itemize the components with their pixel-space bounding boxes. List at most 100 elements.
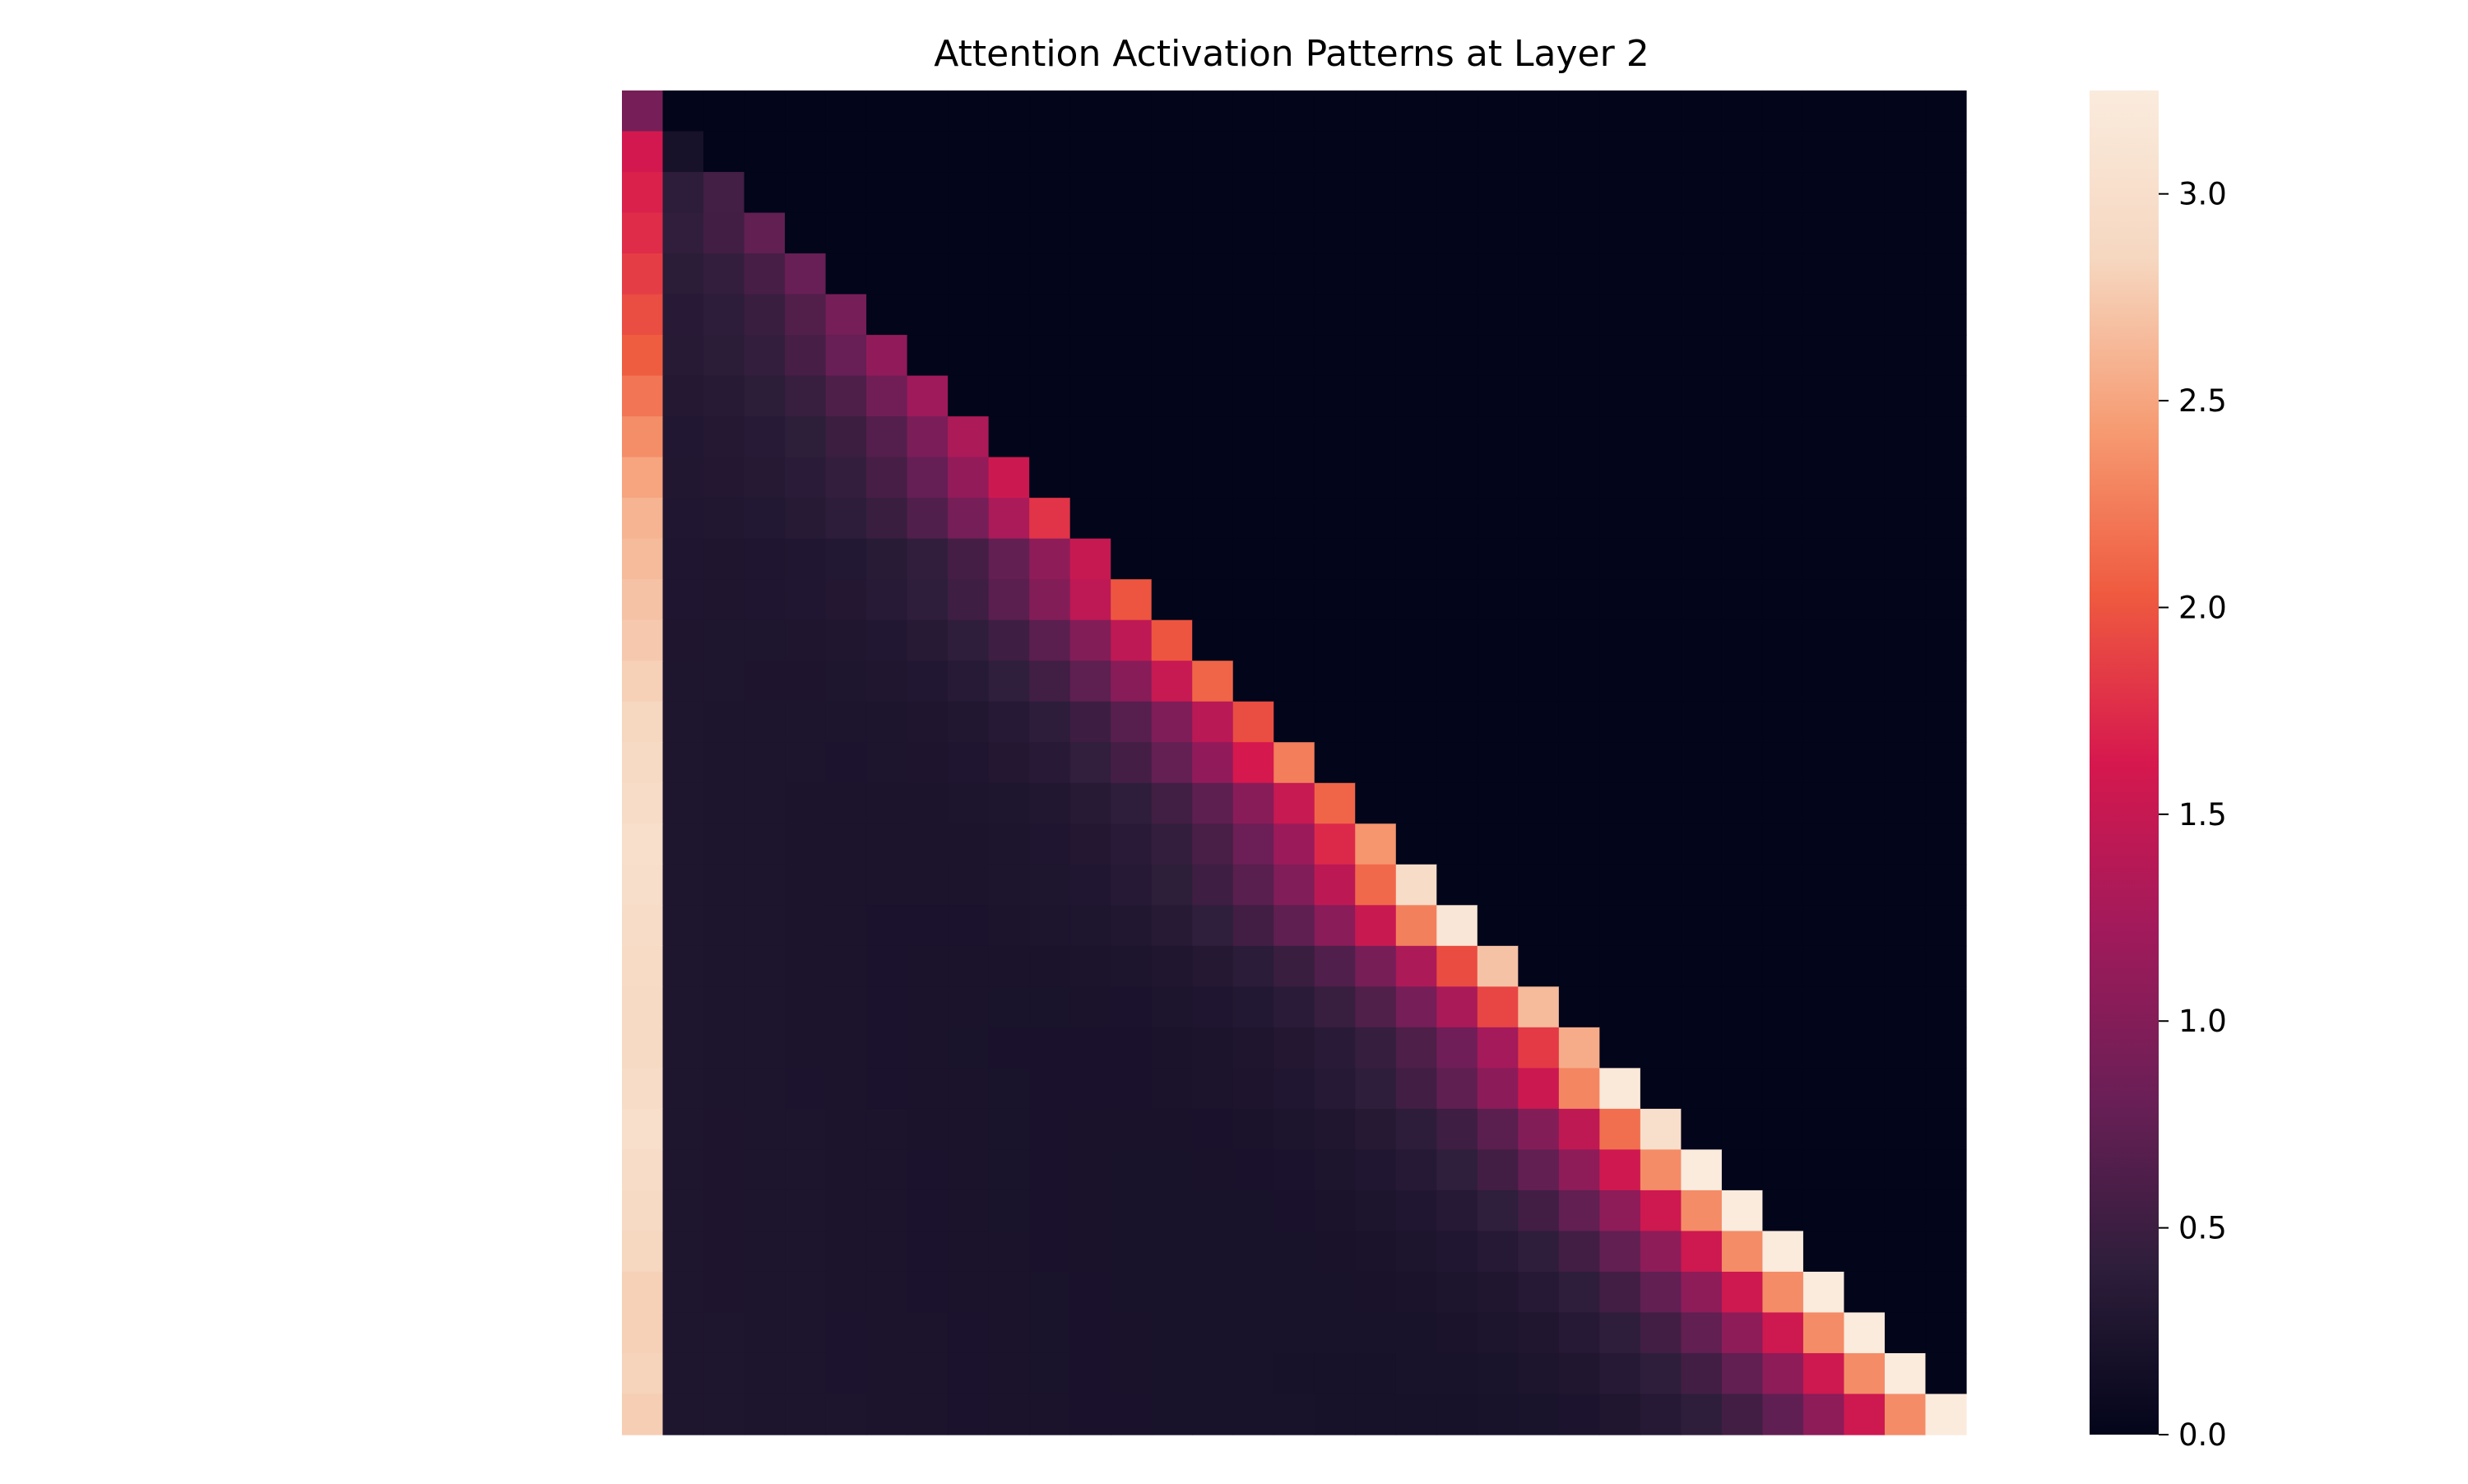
heatmap-cell bbox=[1273, 1149, 1315, 1191]
heatmap-cell bbox=[622, 823, 664, 865]
heatmap-cell bbox=[1558, 375, 1600, 417]
heatmap-cell bbox=[1802, 90, 1845, 132]
heatmap-cell bbox=[948, 416, 990, 458]
heatmap-cell bbox=[1518, 1231, 1560, 1273]
heatmap-cell bbox=[1762, 1312, 1804, 1354]
heatmap-cell bbox=[1599, 579, 1641, 621]
heatmap-cell bbox=[744, 1190, 786, 1232]
heatmap-cell bbox=[1029, 172, 1071, 214]
heatmap-cell bbox=[1762, 701, 1804, 743]
heatmap-cell bbox=[1762, 253, 1804, 295]
heatmap-cell bbox=[1273, 1352, 1315, 1395]
heatmap-cell bbox=[1151, 619, 1193, 661]
heatmap-cell bbox=[1884, 905, 1927, 947]
heatmap-cell bbox=[1558, 1352, 1600, 1395]
heatmap-cell bbox=[1355, 1271, 1397, 1314]
heatmap-cell bbox=[1273, 131, 1315, 173]
heatmap-cell bbox=[744, 1231, 786, 1273]
heatmap-cell bbox=[988, 498, 1030, 540]
heatmap-cell bbox=[1518, 90, 1560, 132]
heatmap-cell bbox=[948, 823, 990, 865]
heatmap-cell bbox=[1802, 457, 1845, 499]
heatmap-cell bbox=[1844, 1068, 1886, 1110]
heatmap-cell bbox=[662, 986, 704, 1028]
heatmap-cell bbox=[1395, 1231, 1437, 1273]
heatmap-cell bbox=[744, 1352, 786, 1395]
heatmap-cell bbox=[1884, 782, 1927, 824]
heatmap-cell bbox=[825, 1068, 867, 1110]
heatmap-cell bbox=[1844, 172, 1886, 214]
heatmap-cell bbox=[948, 335, 990, 377]
heatmap-cell bbox=[1925, 335, 1967, 377]
heatmap-cell bbox=[1640, 1352, 1682, 1395]
heatmap-cell bbox=[1355, 253, 1397, 295]
heatmap-cell bbox=[1640, 1231, 1682, 1273]
heatmap-cell bbox=[1518, 131, 1560, 173]
heatmap-cell bbox=[1681, 701, 1723, 743]
heatmap-cell bbox=[1762, 661, 1804, 703]
heatmap-cell bbox=[1558, 864, 1600, 906]
heatmap-cell bbox=[1762, 172, 1804, 214]
heatmap-cell bbox=[948, 1352, 990, 1395]
heatmap-cell bbox=[948, 457, 990, 499]
heatmap-cell bbox=[1395, 661, 1437, 703]
heatmap-cell bbox=[1844, 1312, 1886, 1354]
heatmap-cell bbox=[1151, 1149, 1193, 1191]
heatmap-cell bbox=[1069, 579, 1111, 621]
heatmap-cell bbox=[1477, 864, 1519, 906]
heatmap-cell bbox=[1477, 1149, 1519, 1191]
heatmap-cell bbox=[1558, 579, 1600, 621]
heatmap-cell bbox=[1436, 375, 1478, 417]
heatmap-cell bbox=[988, 823, 1030, 865]
heatmap-cell bbox=[825, 986, 867, 1028]
heatmap-cell bbox=[907, 90, 949, 132]
heatmap-cell bbox=[907, 742, 949, 784]
heatmap-cell bbox=[785, 1394, 827, 1435]
heatmap-cell bbox=[1925, 1312, 1967, 1354]
heatmap-cell bbox=[1640, 172, 1682, 214]
heatmap-cell bbox=[622, 782, 664, 824]
heatmap-cell bbox=[907, 619, 949, 661]
heatmap-cell bbox=[1151, 701, 1193, 743]
heatmap-cell bbox=[1599, 1271, 1641, 1314]
heatmap-cell bbox=[1884, 375, 1927, 417]
heatmap-cell bbox=[785, 1271, 827, 1314]
heatmap-cell bbox=[1925, 905, 1967, 947]
heatmap-cell bbox=[1640, 335, 1682, 377]
heatmap-cell bbox=[744, 90, 786, 132]
heatmap-cell bbox=[1355, 579, 1397, 621]
heatmap-cell bbox=[1844, 498, 1886, 540]
heatmap-cell bbox=[825, 335, 867, 377]
heatmap-cell bbox=[1069, 294, 1111, 336]
heatmap-cell bbox=[1273, 1231, 1315, 1273]
heatmap-cell bbox=[1355, 782, 1397, 824]
heatmap-cell bbox=[1721, 253, 1764, 295]
heatmap-cell bbox=[662, 701, 704, 743]
heatmap-cell bbox=[1802, 375, 1845, 417]
heatmap-cell bbox=[703, 1352, 745, 1395]
heatmap-cell bbox=[662, 864, 704, 906]
heatmap-cell bbox=[1599, 375, 1641, 417]
heatmap-cell bbox=[1151, 1394, 1193, 1435]
heatmap-cell bbox=[1477, 1027, 1519, 1069]
heatmap-cell bbox=[825, 905, 867, 947]
heatmap-cell bbox=[1395, 742, 1437, 784]
heatmap-cell bbox=[1599, 823, 1641, 865]
heatmap-cell bbox=[948, 945, 990, 987]
heatmap-cell bbox=[1802, 945, 1845, 987]
heatmap-cell bbox=[825, 1312, 867, 1354]
heatmap-cell bbox=[1762, 131, 1804, 173]
heatmap-cell bbox=[1599, 172, 1641, 214]
heatmap-cell bbox=[703, 253, 745, 295]
heatmap-cell bbox=[1558, 661, 1600, 703]
heatmap-cell bbox=[1151, 1108, 1193, 1150]
heatmap-cell bbox=[1681, 1068, 1723, 1110]
heatmap-cell bbox=[948, 1231, 990, 1273]
heatmap-cell bbox=[948, 1068, 990, 1110]
heatmap-cell bbox=[1069, 1149, 1111, 1191]
heatmap-cell bbox=[1518, 212, 1560, 254]
heatmap-cell bbox=[1599, 131, 1641, 173]
heatmap-cell bbox=[1802, 1027, 1845, 1069]
heatmap-cell bbox=[1436, 905, 1478, 947]
heatmap-cell bbox=[1436, 457, 1478, 499]
